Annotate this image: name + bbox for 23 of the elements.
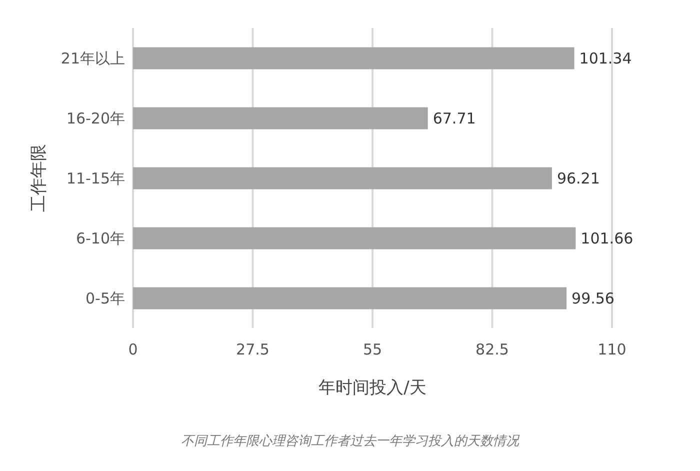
bar — [133, 47, 574, 70]
data-label: 101.34 — [579, 50, 632, 68]
y-tick-label: 16-20年 — [66, 109, 125, 128]
y-tick-label: 0-5年 — [86, 289, 125, 308]
text: 不同工作年限心理咨询工作者过去一年学习投入的天数情况 — [180, 433, 520, 450]
y-axis-title: 工作年限 — [29, 144, 50, 212]
bar — [133, 167, 552, 190]
x-tick-label: 0 — [128, 340, 138, 359]
x-tick-label: 110 — [598, 340, 626, 359]
x-tick-label: 82.5 — [476, 340, 509, 359]
x-tick-label: 55 — [362, 340, 382, 359]
bar — [133, 227, 576, 250]
y-tick-label: 21年以上 — [60, 49, 125, 68]
y-tick-label: 11-15年 — [66, 169, 125, 188]
data-label: 67.71 — [432, 110, 476, 128]
y-tick-label: 6-10年 — [76, 229, 125, 248]
bar — [133, 107, 428, 130]
data-label: 99.56 — [572, 290, 614, 308]
data-label: 101.66 — [580, 230, 634, 248]
x-tick-label: 27.5 — [236, 340, 270, 359]
bar — [133, 287, 567, 310]
data-label: 96.21 — [556, 170, 600, 188]
x-axis-title: 年时间投入/天 — [318, 378, 426, 398]
